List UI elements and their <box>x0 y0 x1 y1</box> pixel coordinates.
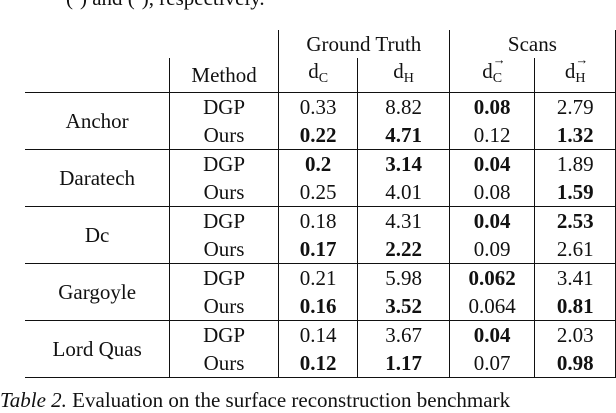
method-cell: DGP <box>169 320 279 349</box>
value-cell-sc-dc: 0.09 <box>449 235 536 264</box>
value-cell-gt-dc: 0.18 <box>278 206 359 235</box>
value-cell-gt-dh: 2.22 <box>357 235 450 264</box>
value-cell-sc-dc: 0.12 <box>449 121 536 150</box>
value-cell-sc-dc: 0.07 <box>449 349 536 378</box>
value-cell-sc-dh: 3.41 <box>534 263 616 292</box>
header-row-metrics: Method dC dH d → C d → H <box>25 52 616 93</box>
value-cell-sc-dc: 0.064 <box>449 292 536 321</box>
value-cell-gt-dh: 3.14 <box>357 149 450 178</box>
value-cell-sc-dh: 2.61 <box>534 235 616 264</box>
value-cell-gt-dh: 4.71 <box>357 121 450 150</box>
row-dataset-name: Lord Quas <box>25 320 171 378</box>
value-cell-gt-dc: 0.22 <box>278 121 359 150</box>
method-cell: Ours <box>169 178 279 207</box>
header-scan-dc: d → C <box>449 52 536 93</box>
value-cell-gt-dc: 0.14 <box>278 320 359 349</box>
value-cell-sc-dc: 0.04 <box>449 320 536 349</box>
value-cell-gt-dc: 0.33 <box>278 92 359 121</box>
value-cell-gt-dh: 8.82 <box>357 92 450 121</box>
value-cell-gt-dc: 0.16 <box>278 292 359 321</box>
table-row: Daratech DGP 0.2 3.14 0.04 1.89 <box>25 149 616 207</box>
header-gt-dh: dH <box>357 58 450 93</box>
value-cell-gt-dh: 3.52 <box>357 292 450 321</box>
header-ground-truth: Ground Truth <box>278 30 450 58</box>
row-dataset-name: Daratech <box>25 149 171 207</box>
value-cell-gt-dh: 3.67 <box>357 320 450 349</box>
value-cell-gt-dh: 5.98 <box>357 263 450 292</box>
row-dataset-name: Gargoyle <box>25 263 171 321</box>
table-row: Ours 0.25 4.01 0.08 1.59 <box>25 178 616 207</box>
row-dataset-name: Dc <box>25 206 171 264</box>
table-row: Anchor DGP 0.33 8.82 0.08 2.79 <box>25 92 616 150</box>
value-cell-sc-dh: 1.59 <box>534 178 616 207</box>
method-cell: DGP <box>169 149 279 178</box>
value-cell-sc-dc: 0.04 <box>449 149 536 178</box>
header-method: Method <box>169 58 279 93</box>
table-row: Ours 0.17 2.22 0.09 2.61 <box>25 235 616 264</box>
method-cell: Ours <box>169 121 279 150</box>
value-cell-sc-dh: 0.98 <box>534 349 616 378</box>
value-cell-sc-dc: 0.04 <box>449 206 536 235</box>
method-cell: Ours <box>169 349 279 378</box>
value-cell-gt-dc: 0.17 <box>278 235 359 264</box>
value-cell-sc-dh: 2.03 <box>534 320 616 349</box>
header-scans: Scans <box>449 30 616 58</box>
value-cell-gt-dc: 0.2 <box>278 149 359 178</box>
value-cell-gt-dc: 0.25 <box>278 178 359 207</box>
header-empty <box>25 30 279 58</box>
value-cell-sc-dh: 1.89 <box>534 149 616 178</box>
value-cell-gt-dc: 0.12 <box>278 349 359 378</box>
value-cell-sc-dh: 0.81 <box>534 292 616 321</box>
preceding-text: (·) and (·), respectively. <box>66 0 265 11</box>
results-table: Ground Truth Scans Method dC dH d → C d → H … <box>25 30 616 378</box>
table-row: Ours 0.12 1.17 0.07 0.98 <box>25 349 616 378</box>
table-row: Ours 0.16 3.52 0.064 0.81 <box>25 292 616 321</box>
header-row-groups: Ground Truth Scans <box>25 30 616 58</box>
table-caption: Table 2. Evaluation on the surface recon… <box>0 388 511 412</box>
header-gt-dc: dC <box>278 58 359 93</box>
header-scan-dh: d → H <box>534 52 616 93</box>
value-cell-gt-dh: 1.17 <box>357 349 450 378</box>
value-cell-sc-dc: 0.08 <box>449 92 536 121</box>
table-row: Dc DGP 0.18 4.31 0.04 2.53 <box>25 206 616 264</box>
value-cell-sc-dh: 2.79 <box>534 92 616 121</box>
table-row: Ours 0.22 4.71 0.12 1.32 <box>25 121 616 150</box>
table-row: Gargoyle DGP 0.21 5.98 0.062 3.41 <box>25 263 616 321</box>
method-cell: DGP <box>169 206 279 235</box>
method-cell: DGP <box>169 92 279 121</box>
value-cell-gt-dh: 4.31 <box>357 206 450 235</box>
value-cell-sc-dh: 2.53 <box>534 206 616 235</box>
method-cell: Ours <box>169 292 279 321</box>
header-blank <box>25 58 171 93</box>
method-cell: Ours <box>169 235 279 264</box>
value-cell-sc-dh: 1.32 <box>534 121 616 150</box>
value-cell-sc-dc: 0.062 <box>449 263 536 292</box>
value-cell-sc-dc: 0.08 <box>449 178 536 207</box>
table-row: Lord Quas DGP 0.14 3.67 0.04 2.03 <box>25 320 616 378</box>
value-cell-gt-dc: 0.21 <box>278 263 359 292</box>
method-cell: DGP <box>169 263 279 292</box>
value-cell-gt-dh: 4.01 <box>357 178 450 207</box>
row-dataset-name: Anchor <box>25 92 171 150</box>
